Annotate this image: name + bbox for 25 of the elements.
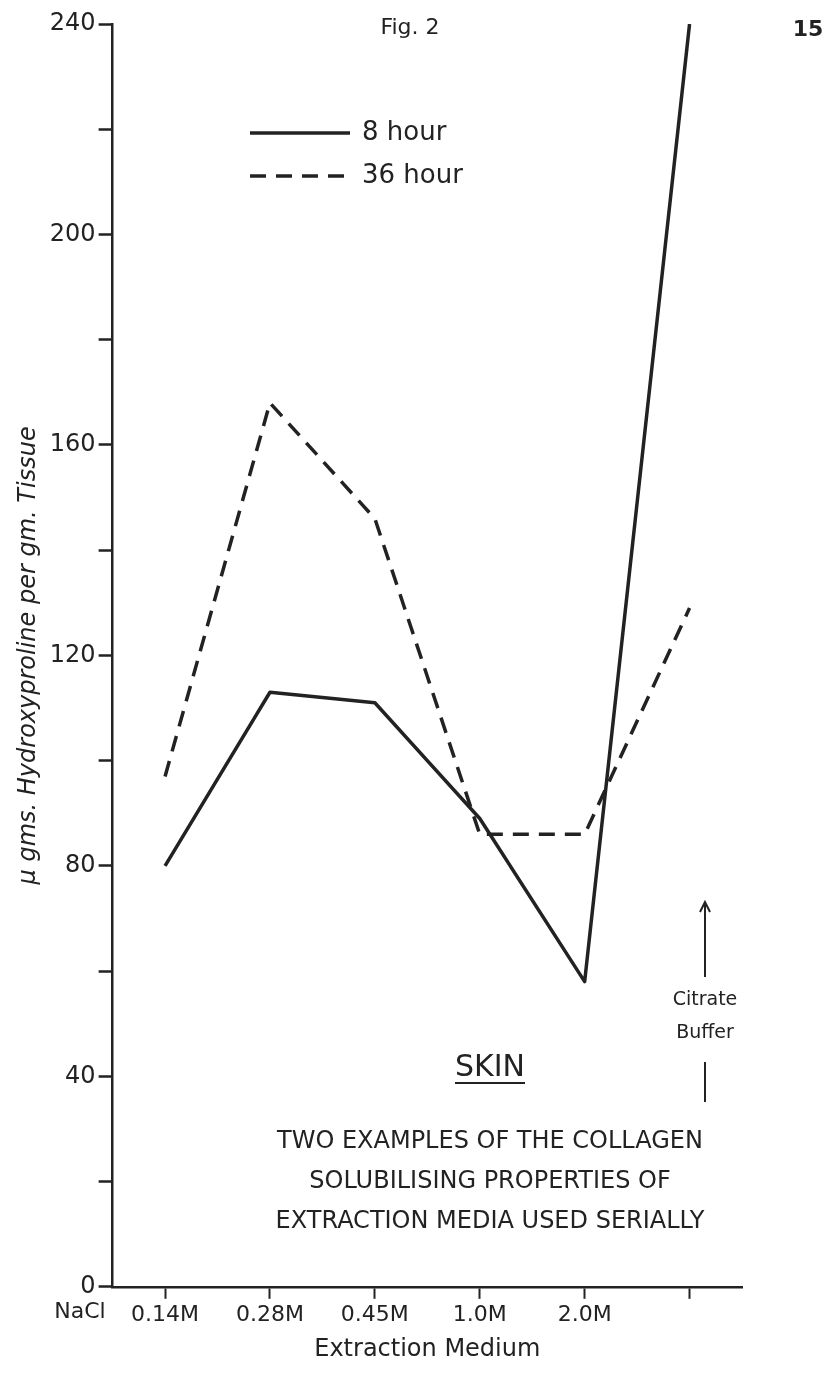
text: 15	[792, 15, 824, 41]
text: NaCl	[54, 1297, 106, 1323]
y-tick-label: 0	[80, 1271, 96, 1300]
legend-label: 36 hour	[362, 158, 464, 189]
x-tick-label: 0.45M	[340, 1300, 409, 1326]
annotation: EXTRACTION MEDIA USED SERIALLY	[275, 1206, 705, 1235]
y-axis-title: μ gms. Hydroxyproline per gm. Tissue	[12, 426, 41, 886]
annotation: TWO EXAMPLES OF THE COLLAGEN	[276, 1126, 703, 1155]
annotation: Citrate	[672, 986, 738, 1009]
y-tick-label: 120	[49, 639, 96, 668]
annotation: Buffer	[676, 1019, 735, 1042]
x-axis-title: Extraction Medium	[314, 1333, 541, 1362]
y-tick-label: 160	[49, 429, 96, 458]
y-tick-label: 200	[49, 218, 96, 247]
x-tick-label: 1.0M	[452, 1300, 507, 1326]
y-tick-label: 40	[65, 1060, 96, 1089]
x-tick-label: 0.14M	[131, 1300, 200, 1326]
y-tick-label: 240	[49, 8, 96, 37]
x-tick-label: 0.28M	[235, 1300, 304, 1326]
y-tick-label: 80	[65, 850, 96, 879]
annotation: SKIN	[454, 1048, 526, 1083]
legend-label: 8 hour	[362, 115, 447, 146]
x-tick-label: 2.0M	[557, 1300, 612, 1326]
annotation: SOLUBILISING PROPERTIES OF	[309, 1166, 671, 1195]
chart-title: Fig. 2	[380, 13, 440, 39]
